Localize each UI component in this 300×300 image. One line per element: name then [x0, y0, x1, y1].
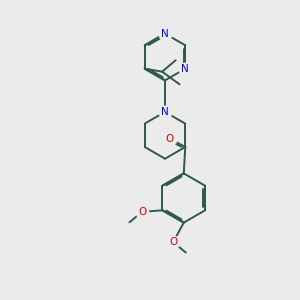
Text: N: N — [161, 107, 169, 117]
Text: N: N — [161, 28, 169, 39]
Text: O: O — [169, 237, 177, 247]
Text: N: N — [182, 64, 189, 74]
Text: O: O — [166, 134, 174, 144]
Text: O: O — [138, 207, 146, 217]
